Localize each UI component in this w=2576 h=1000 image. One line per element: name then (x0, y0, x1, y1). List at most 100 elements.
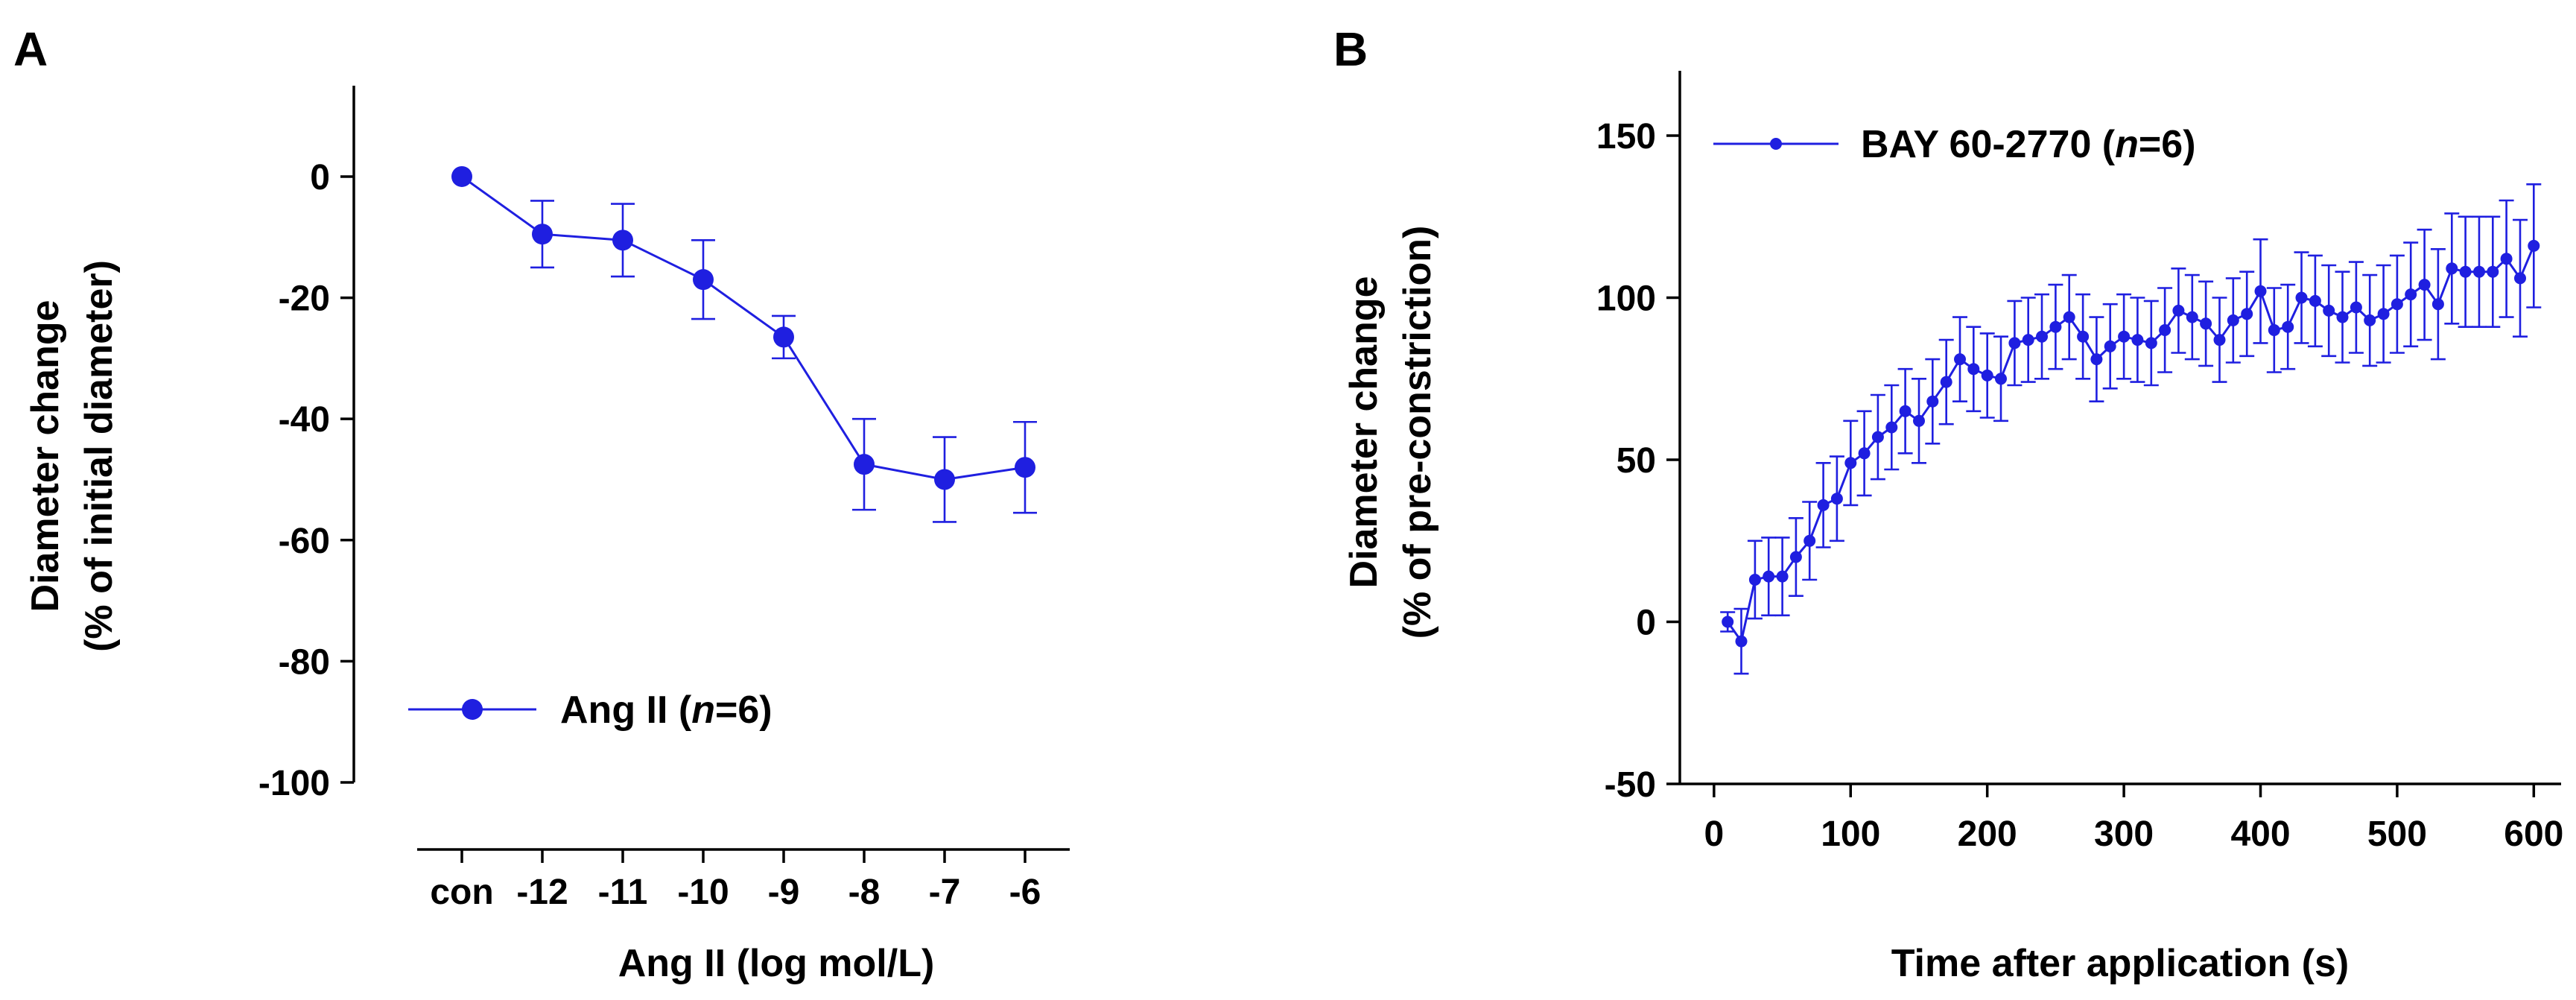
panel-b-data-point (1858, 447, 1871, 460)
panel-b-data-point (1899, 405, 1912, 417)
panel-b-data-point (2514, 272, 2526, 285)
panel-a-y-tick-label: -20 (279, 279, 330, 319)
panel-a-x-tick-label: -8 (848, 873, 881, 912)
panel-b-data-point (2487, 265, 2499, 278)
panel-a-x-tick-label: -12 (516, 873, 568, 912)
panel-a-x-tick-label: -10 (677, 873, 729, 912)
panel-b-data-point (2405, 288, 2417, 301)
panel-a-x-tick-label: -6 (1009, 873, 1041, 912)
panel-b-data-point (2036, 330, 2048, 343)
panel-b-y-axis-title-line1: Diameter change (1342, 276, 1386, 588)
panel-a-y-tick-label: -100 (258, 764, 330, 803)
panel-b-data-point (2254, 285, 2267, 297)
panel-a-x-tick-label: -11 (598, 873, 648, 912)
panel-a-data-point (612, 230, 633, 251)
panel-b-x-tick-label: 0 (1704, 814, 1725, 854)
panel-a-x-tick-label: -7 (929, 873, 961, 912)
panel-b-data-point (2008, 337, 2021, 349)
panel-a-data-point (693, 269, 714, 291)
panel-b-y-tick-label: 50 (1617, 441, 1656, 481)
panel-a-x-axis-title: Ang II (log mol/L) (618, 942, 935, 985)
panel-b-data-point (1913, 414, 1925, 427)
panel-b-data-point (2022, 334, 2034, 346)
panel-b-y-tick-label: -50 (1605, 765, 1656, 805)
panel-a-data-point (934, 469, 955, 490)
panel-b-data-point (1995, 373, 2007, 385)
panel-b-data-point (2377, 308, 2390, 320)
panel-b-data-point (2391, 298, 2403, 311)
panel-a-data-point (532, 224, 553, 245)
panel-b-data-point (2131, 334, 2144, 346)
panel-b-data-point (2077, 330, 2090, 343)
panel-b-data-point (2336, 311, 2349, 323)
panel-b-x-axis-title: Time after application (s) (1891, 942, 2350, 985)
panel-a-legend: Ang II (n=6) (408, 689, 773, 732)
panel-b-data-point (2227, 314, 2239, 326)
panel-b-data-point (1722, 615, 1734, 628)
panel-b-legend: BAY 60-2770 (n=6) (1713, 123, 2196, 166)
panel-b-y-tick-label: 150 (1596, 117, 1656, 156)
panel-a-chart: 0 -20 -40 -60 -80 -100 con -12 -11 -10 -9 -8 -7 -6 An… (24, 86, 1070, 985)
panel-b-data-point (1967, 363, 1980, 376)
panel-a-y-tick-label: -60 (279, 522, 330, 561)
panel-b-data-point (2350, 301, 2362, 314)
panel-b-data-point (2364, 314, 2376, 326)
panel-b-data-point (2309, 294, 2321, 307)
panel-b-data-point (1940, 376, 1952, 388)
panel-b-data-point (2282, 320, 2294, 333)
panel-b-data-point (2145, 337, 2157, 349)
panel-b-data-point (2049, 320, 2062, 333)
panel-a-y-tick-label: 0 (310, 158, 330, 197)
panel-b-data-point (1735, 635, 1748, 648)
panel-a-series-line (461, 175, 1026, 481)
panel-b-data-point (2500, 253, 2513, 265)
panel-b-data-point (1981, 369, 1993, 382)
panel-b-data-point (1748, 574, 1761, 586)
panel-b-data-point (1830, 493, 1843, 505)
panel-b-data-point (1803, 534, 1816, 547)
panel-a-x-tick-label: -9 (768, 873, 800, 912)
panel-b-data-point (2104, 340, 2116, 352)
panel-b-y-tick-label: 100 (1596, 279, 1656, 319)
panel-b-data-point (2200, 317, 2212, 330)
panel-a-y-axis-title-line2: (% of initial diameter) (77, 260, 121, 652)
panel-b-x-tick-label: 200 (1958, 814, 2017, 854)
panel-a-y-axis-title-line1: Diameter change (24, 300, 67, 612)
panel-b-data-point (2213, 334, 2226, 346)
panel-b-data-point (2118, 330, 2131, 343)
panel-b-data-point (1776, 570, 1789, 583)
panel-a-letter: A (13, 22, 48, 76)
panel-b-data-point (1885, 421, 1898, 434)
panel-a-legend-label: Ang II (n=6) (560, 689, 773, 732)
panel-b-letter: B (1333, 22, 1368, 76)
panel-b-legend-marker (1770, 138, 1782, 150)
panel-a-y-tick-label: -80 (279, 642, 330, 682)
panel-b-data-point (2473, 265, 2485, 278)
panel-b-data-point (1817, 499, 1830, 511)
panel-b-legend-label: BAY 60-2770 (n=6) (1861, 123, 2196, 166)
panel-b-data-point (2418, 279, 2431, 291)
panel-b-data-point (2295, 291, 2308, 304)
panel-b-data-point (2186, 311, 2198, 323)
panel-b-x-tick-label: 500 (2367, 814, 2427, 854)
panel-b-data-point (1954, 353, 1966, 366)
panel-b-data-point (1926, 395, 1939, 408)
panel-b-y-axis-title-line2: (% of pre-constriction) (1396, 226, 1439, 639)
panel-b-data-point (1789, 551, 1802, 563)
panel-a-y-tick-label: -40 (279, 400, 330, 440)
panel-b-data-point (2268, 324, 2280, 336)
panel-b-x-tick-label: 300 (2094, 814, 2154, 854)
panel-b-data-point (1844, 457, 1857, 469)
panel-b-x-tick-label: 600 (2504, 814, 2563, 854)
panel-b-x-tick-label: 100 (1821, 814, 1880, 854)
panel-b-data-point (2241, 308, 2253, 320)
panel-b-y-tick-label: 0 (1636, 604, 1656, 643)
panel-a-data-point (854, 454, 875, 475)
panel-a-data-point (1015, 457, 1035, 478)
panel-b-data-point (2323, 304, 2335, 317)
panel-b-data-point (2172, 304, 2185, 317)
panel-a-legend-marker (462, 699, 483, 720)
panel-b-x-tick-label: 400 (2230, 814, 2290, 854)
